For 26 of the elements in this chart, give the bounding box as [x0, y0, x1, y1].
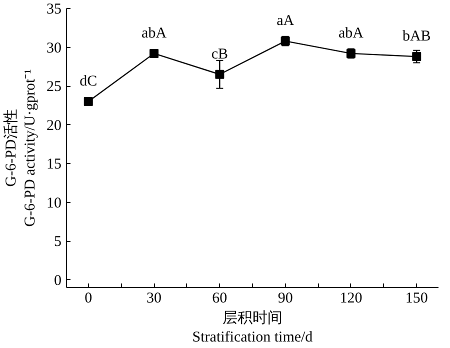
- annotation: bAB: [402, 28, 431, 45]
- y-tick-label: 0: [54, 272, 62, 289]
- annotation: cB: [211, 46, 228, 62]
- y-tick-label: 15: [46, 156, 62, 172]
- x-axis-title: 层积时间 Stratification time/d: [192, 310, 314, 346]
- point: [215, 70, 224, 79]
- y-tick-label: 25: [46, 79, 62, 95]
- x-tick-label: 30: [146, 290, 162, 306]
- x-tick-label: 0: [84, 290, 92, 306]
- y-tick-label: 5: [54, 234, 62, 250]
- annotation: dC: [80, 74, 98, 90]
- x-tick-label: 150: [405, 290, 428, 306]
- annotation: abA: [338, 25, 364, 42]
- x-tick-label: 120: [340, 290, 362, 306]
- x-tick-label: 60: [212, 290, 228, 306]
- point: [150, 48, 159, 58]
- y-axis-title: G-6-PD活性 G-6-PD activity/U·gprot⁻¹: [2, 69, 38, 227]
- y-tick-label: 30: [46, 40, 62, 56]
- annotation: abA: [142, 25, 167, 42]
- annotation: aA: [276, 13, 294, 30]
- x-tick-label: 90: [278, 290, 293, 306]
- y-tick-label: 10: [46, 195, 62, 212]
- point: [412, 52, 422, 62]
- y-tick-label: 20: [46, 118, 62, 134]
- y-tick-label: 35: [46, 2, 62, 18]
- point: [84, 97, 93, 106]
